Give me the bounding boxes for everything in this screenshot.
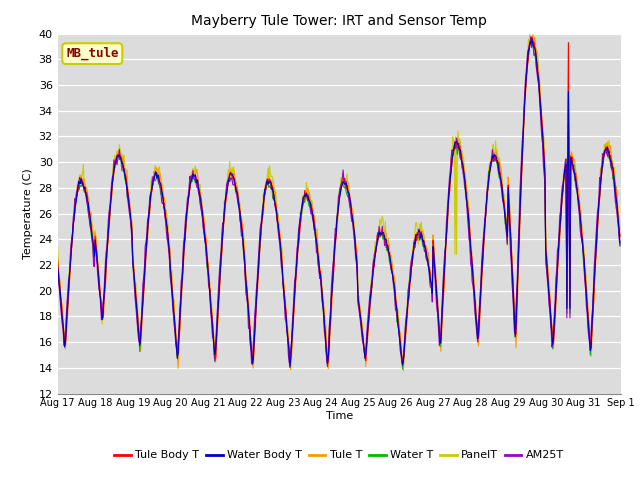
- X-axis label: Time: Time: [326, 411, 353, 421]
- Title: Mayberry Tule Tower: IRT and Sensor Temp: Mayberry Tule Tower: IRT and Sensor Temp: [191, 14, 487, 28]
- Legend: Tule Body T, Water Body T, Tule T, Water T, PanelT, AM25T: Tule Body T, Water Body T, Tule T, Water…: [110, 446, 568, 465]
- Y-axis label: Temperature (C): Temperature (C): [23, 168, 33, 259]
- Text: MB_tule: MB_tule: [66, 47, 118, 60]
